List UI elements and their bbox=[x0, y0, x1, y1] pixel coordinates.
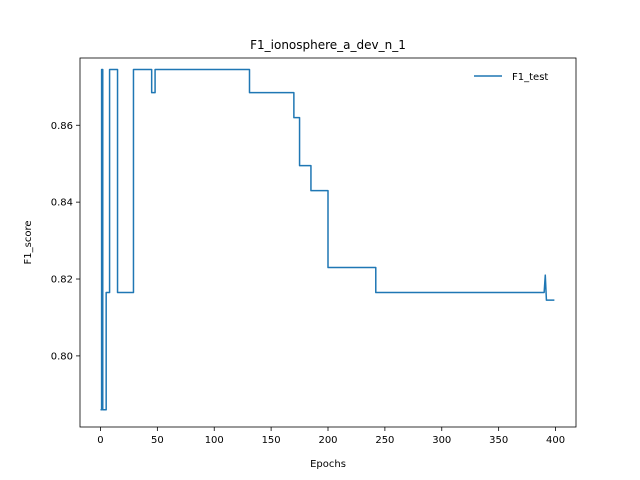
legend: F1_test bbox=[474, 72, 548, 83]
x-axis-label: Epochs bbox=[310, 459, 346, 470]
x-tick-label: 200 bbox=[318, 435, 337, 446]
chart-title: F1_ionosphere_a_dev_n_1 bbox=[250, 38, 406, 52]
x-tick-label: 100 bbox=[205, 435, 224, 446]
x-tick-label: 400 bbox=[546, 435, 565, 446]
y-axis-label: F1_score bbox=[23, 221, 34, 265]
legend-label-f1-test: F1_test bbox=[512, 72, 548, 83]
x-tick-label: 150 bbox=[262, 435, 281, 446]
x-tick-label: 300 bbox=[432, 435, 451, 446]
x-tick-label: 0 bbox=[97, 435, 103, 446]
plot-area: 0 50 100 150 200 250 300 350 400 0.800.820.840.8… bbox=[51, 57, 577, 446]
x-axis: 0 50 100 150 200 250 300 350 400 bbox=[97, 427, 565, 446]
y-tick-label: 0.82 bbox=[51, 275, 73, 286]
series-layer bbox=[100, 68, 555, 411]
y-tick-label: 0.84 bbox=[51, 198, 73, 209]
x-tick-label: 50 bbox=[151, 435, 164, 446]
y-tick-label: 0.80 bbox=[51, 351, 73, 362]
y-axis: 0.80 0.82 0.84 0.86 bbox=[51, 121, 80, 362]
x-tick-label: 250 bbox=[375, 435, 394, 446]
x-tick-label: 350 bbox=[489, 435, 508, 446]
y-tick-label: 0.86 bbox=[51, 121, 73, 132]
series-line-f1-test bbox=[100, 68, 555, 411]
